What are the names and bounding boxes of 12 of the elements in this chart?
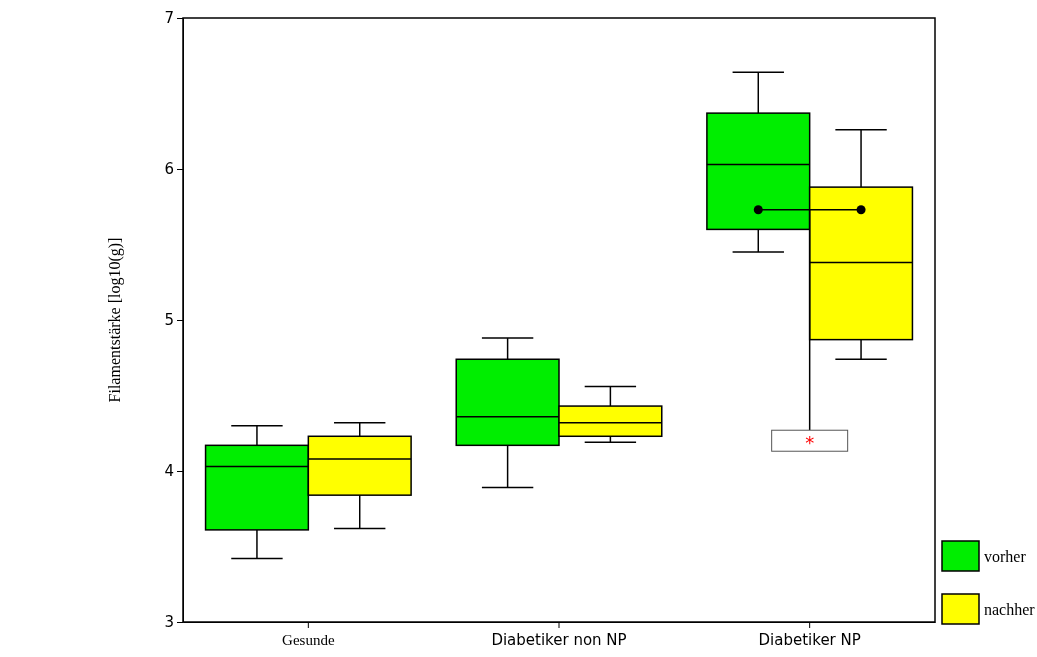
- y-tick-label: 5: [164, 311, 174, 330]
- y-axis-title: Filamentstärke [log10(g)]: [106, 237, 124, 403]
- x-tick-label: Diabetiker NP: [758, 630, 861, 649]
- y-tick-label: 3: [164, 613, 174, 632]
- x-tick-label: Gesunde: [282, 631, 335, 648]
- y-tick-label: 4: [164, 462, 174, 481]
- x-tick-label: Diabetiker non NP: [491, 630, 627, 649]
- legend-label: nachher: [984, 601, 1036, 618]
- y-tick-label: 7: [164, 9, 174, 28]
- legend-label: vorher: [984, 548, 1027, 565]
- y-tick-label: 6: [164, 160, 174, 179]
- annotation: *: [805, 432, 815, 454]
